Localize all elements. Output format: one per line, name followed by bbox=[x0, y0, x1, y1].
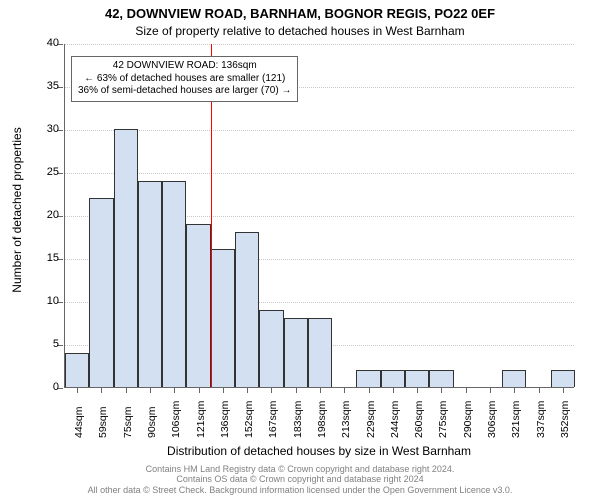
x-tick-label: 75sqm bbox=[122, 406, 134, 438]
x-tick bbox=[563, 387, 564, 393]
x-tick-label: 321sqm bbox=[510, 401, 522, 438]
y-tick-label: 0 bbox=[31, 381, 59, 393]
chart-title: 42, DOWNVIEW ROAD, BARNHAM, BOGNOR REGIS… bbox=[0, 6, 600, 21]
annotation-line-1: 42 DOWNVIEW ROAD: 136sqm bbox=[78, 60, 291, 73]
histogram-bar bbox=[284, 318, 308, 387]
x-tick bbox=[417, 387, 418, 393]
histogram-bar bbox=[114, 129, 138, 387]
x-tick bbox=[296, 387, 297, 393]
y-axis-label: Number of detached properties bbox=[10, 127, 24, 292]
x-tick-label: 290sqm bbox=[462, 401, 474, 438]
y-tick-label: 40 bbox=[31, 37, 59, 49]
x-tick-label: 244sqm bbox=[389, 401, 401, 438]
x-tick bbox=[466, 387, 467, 393]
x-tick bbox=[320, 387, 321, 393]
y-tick-label: 5 bbox=[31, 338, 59, 350]
x-tick bbox=[393, 387, 394, 393]
x-tick bbox=[441, 387, 442, 393]
y-tick-label: 10 bbox=[31, 295, 59, 307]
x-tick-label: 152sqm bbox=[243, 401, 255, 438]
annotation-line-2: ← 63% of detached houses are smaller (12… bbox=[78, 73, 291, 86]
x-tick bbox=[174, 387, 175, 393]
x-tick-label: 275sqm bbox=[437, 401, 449, 438]
x-tick-label: 106sqm bbox=[170, 401, 182, 438]
x-tick bbox=[199, 387, 200, 393]
x-tick bbox=[514, 387, 515, 393]
x-tick bbox=[223, 387, 224, 393]
x-tick bbox=[539, 387, 540, 393]
x-tick-label: 183sqm bbox=[292, 401, 304, 438]
x-tick bbox=[344, 387, 345, 393]
y-tick-label: 30 bbox=[31, 123, 59, 135]
x-tick-label: 337sqm bbox=[535, 401, 547, 438]
histogram-bar bbox=[429, 370, 453, 387]
x-tick bbox=[271, 387, 272, 393]
histogram-bar bbox=[65, 353, 89, 387]
y-tick-label: 20 bbox=[31, 209, 59, 221]
y-tick-label: 15 bbox=[31, 252, 59, 264]
histogram-bar bbox=[162, 181, 186, 387]
gridline bbox=[65, 44, 574, 45]
x-axis-label: Distribution of detached houses by size … bbox=[64, 444, 574, 458]
histogram-bar bbox=[405, 370, 429, 387]
x-tick bbox=[126, 387, 127, 393]
x-tick bbox=[369, 387, 370, 393]
x-tick-label: 198sqm bbox=[316, 401, 328, 438]
y-tick-label: 35 bbox=[31, 80, 59, 92]
chart-container: 42, DOWNVIEW ROAD, BARNHAM, BOGNOR REGIS… bbox=[0, 0, 600, 500]
histogram-bar bbox=[551, 370, 575, 387]
annotation-box: 42 DOWNVIEW ROAD: 136sqm← 63% of detache… bbox=[71, 56, 298, 102]
footer-line-2: Contains OS data © Crown copyright and d… bbox=[0, 474, 600, 485]
x-tick-label: 352sqm bbox=[559, 401, 571, 438]
histogram-bar bbox=[502, 370, 526, 387]
x-tick-label: 260sqm bbox=[413, 401, 425, 438]
plot-area: 051015202530354044sqm59sqm75sqm90sqm106s… bbox=[64, 44, 574, 388]
footer-line-3: All other data © Street Check. Backgroun… bbox=[0, 485, 600, 496]
histogram-bar bbox=[308, 318, 332, 387]
histogram-bar bbox=[356, 370, 380, 387]
histogram-bar bbox=[235, 232, 259, 387]
histogram-bar bbox=[259, 310, 283, 387]
chart-subtitle: Size of property relative to detached ho… bbox=[0, 24, 600, 38]
histogram-bar bbox=[138, 181, 162, 387]
y-tick-label: 25 bbox=[31, 166, 59, 178]
x-tick bbox=[247, 387, 248, 393]
x-tick bbox=[77, 387, 78, 393]
annotation-line-3: 36% of semi-detached houses are larger (… bbox=[78, 85, 291, 98]
x-tick bbox=[101, 387, 102, 393]
histogram-bar bbox=[186, 224, 210, 387]
x-tick-label: 167sqm bbox=[267, 401, 279, 438]
x-tick-label: 90sqm bbox=[146, 406, 158, 438]
x-tick-label: 121sqm bbox=[195, 401, 207, 438]
x-tick bbox=[490, 387, 491, 393]
histogram-bar bbox=[211, 249, 235, 387]
x-tick-label: 213sqm bbox=[340, 401, 352, 438]
footer-line-1: Contains HM Land Registry data © Crown c… bbox=[0, 464, 600, 475]
histogram-bar bbox=[89, 198, 113, 387]
histogram-bar bbox=[381, 370, 405, 387]
footer-attribution: Contains HM Land Registry data © Crown c… bbox=[0, 464, 600, 496]
x-tick-label: 136sqm bbox=[219, 401, 231, 438]
x-tick-label: 44sqm bbox=[73, 406, 85, 438]
gridline bbox=[65, 130, 574, 131]
x-tick-label: 306sqm bbox=[486, 401, 498, 438]
x-tick bbox=[150, 387, 151, 393]
x-tick-label: 59sqm bbox=[97, 406, 109, 438]
x-tick-label: 229sqm bbox=[365, 401, 377, 438]
gridline bbox=[65, 173, 574, 174]
